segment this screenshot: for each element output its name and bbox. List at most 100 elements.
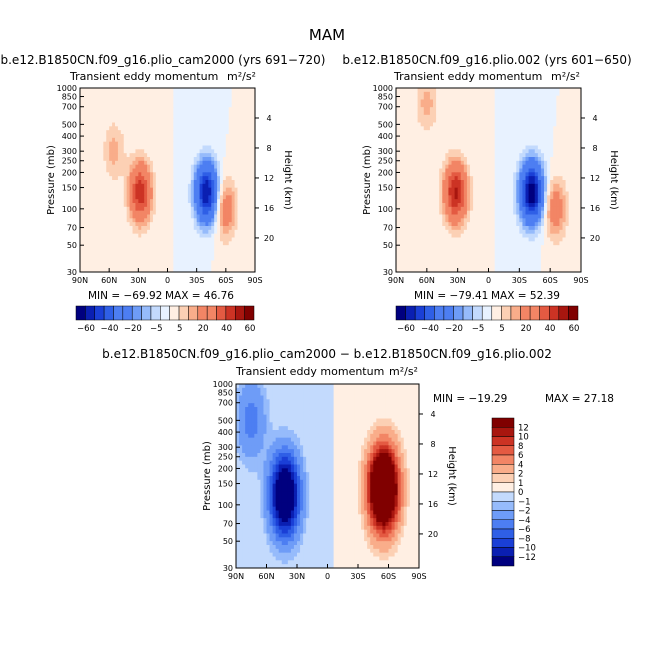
heatmap-cell [559, 103, 562, 107]
heatmap-cell [150, 88, 153, 92]
heatmap-cell [103, 207, 106, 211]
heatmap-cell [544, 88, 547, 92]
heatmap-cell [179, 203, 182, 207]
heatmap-cell [92, 203, 95, 207]
heatmap-cell [86, 134, 89, 138]
heatmap-cell [485, 211, 488, 215]
heatmap-cell [405, 126, 408, 130]
heatmap-cell [396, 142, 399, 146]
heatmap-cell [170, 218, 173, 222]
heatmap-cell [479, 169, 482, 173]
heatmap-cell [470, 184, 473, 188]
heatmap-cell [482, 134, 485, 138]
heatmap-cell [402, 161, 405, 165]
heatmap-cell [243, 153, 246, 157]
heatmap-cell [182, 142, 185, 146]
heatmap-cell [115, 115, 118, 119]
heatmap-cell [547, 195, 550, 199]
heatmap-cell [200, 264, 203, 268]
heatmap-cell [127, 245, 130, 249]
heatmap-cell [575, 169, 578, 173]
heatmap-cell [430, 203, 433, 207]
heatmap-cell [115, 176, 118, 180]
heatmap-cell [575, 192, 578, 196]
heatmap-cell [482, 176, 485, 180]
heatmap-cell [495, 207, 498, 211]
heatmap-cell [476, 146, 479, 150]
heatmap-cell [115, 211, 118, 215]
heatmap-cell [188, 103, 191, 107]
heatmap-cell [127, 123, 130, 127]
heatmap-cell [424, 211, 427, 215]
heatmap-cell [179, 222, 182, 226]
heatmap-cell [430, 176, 433, 180]
heatmap-cell [492, 165, 495, 169]
heatmap-cell [235, 157, 238, 161]
heatmap-cell [89, 111, 92, 115]
heatmap-cell [495, 169, 498, 173]
heatmap-cell [452, 153, 455, 157]
heatmap-cell [461, 88, 464, 92]
heatmap-cell [214, 123, 217, 127]
heatmap-cell [83, 176, 86, 180]
heatmap-cell [424, 165, 427, 169]
heatmap-cell [467, 207, 470, 211]
heatmap-cell [141, 215, 144, 219]
heatmap-cell [185, 130, 188, 134]
heatmap-cell [473, 184, 476, 188]
heatmap-cell [464, 184, 467, 188]
heatmap-cell [100, 207, 103, 211]
heatmap-cell [464, 111, 467, 115]
heatmap-cell [205, 207, 208, 211]
heatmap-cell [208, 234, 211, 238]
heatmap-cell [513, 130, 516, 134]
heatmap-cell [165, 153, 168, 157]
heatmap-cell [194, 103, 197, 107]
heatmap-cell [399, 111, 402, 115]
heatmap-cell [470, 192, 473, 196]
heatmap-cell [226, 199, 229, 203]
heatmap-cell [185, 203, 188, 207]
heatmap-cell [100, 172, 103, 176]
heatmap-cell [112, 119, 115, 123]
heatmap-cell [92, 165, 95, 169]
heatmap-cell [418, 123, 421, 127]
heatmap-cell [211, 96, 214, 100]
heatmap-cell [229, 100, 232, 104]
heatmap-cell [566, 172, 569, 176]
heatmap-cell [220, 130, 223, 134]
heatmap-cell [203, 157, 206, 161]
heatmap-cell [243, 226, 246, 230]
heatmap-cell [89, 123, 92, 127]
heatmap-cell [147, 172, 150, 176]
heatmap-cell [513, 100, 516, 104]
heatmap-cell [200, 107, 203, 111]
heatmap-cell [572, 138, 575, 142]
heatmap-cell [504, 203, 507, 207]
heatmap-cell [547, 126, 550, 130]
heatmap-cell [162, 107, 165, 111]
heatmap-cell [445, 92, 448, 96]
heatmap-cell [121, 142, 124, 146]
heatmap-cell [411, 119, 414, 123]
heatmap-cell [232, 149, 235, 153]
heatmap-cell [563, 176, 566, 180]
heatmap-cell [538, 199, 541, 203]
heatmap-cell [246, 207, 249, 211]
heatmap-cell [436, 149, 439, 153]
heatmap-cell [566, 138, 569, 142]
heatmap-cell [415, 146, 418, 150]
heatmap-cell [115, 149, 118, 153]
heatmap-cell [526, 100, 529, 104]
heatmap-cell [176, 103, 179, 107]
heatmap-cell [141, 161, 144, 165]
heatmap-cell [504, 96, 507, 100]
heatmap-cell [470, 107, 473, 111]
heatmap-cell [217, 153, 220, 157]
heatmap-cell [473, 146, 476, 150]
heatmap-cell [489, 176, 492, 180]
heatmap-cell [445, 146, 448, 150]
heatmap-cell [200, 130, 203, 134]
heatmap-cell [214, 134, 217, 138]
heatmap-cell [485, 169, 488, 173]
